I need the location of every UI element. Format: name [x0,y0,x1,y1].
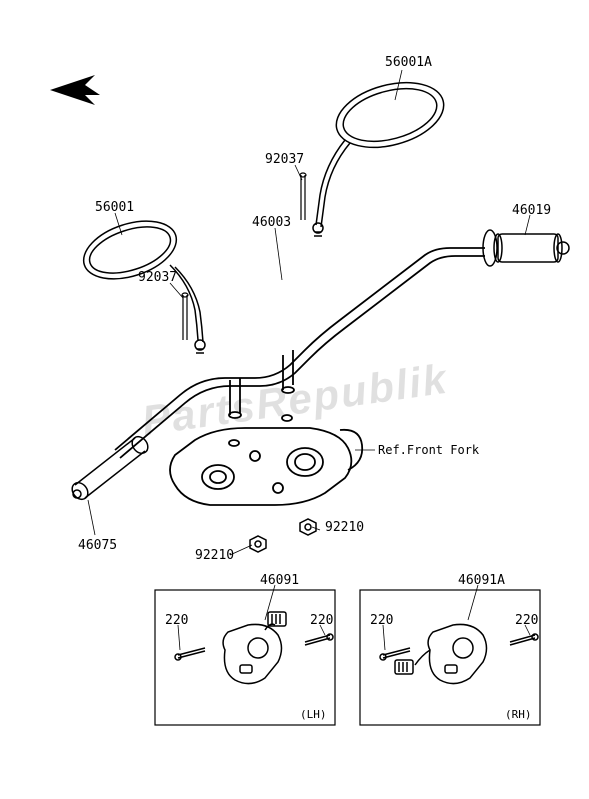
clamp-screw-left [182,293,188,340]
label-220-2: 220 [310,613,333,628]
label-46091A: 46091A [458,573,505,588]
arrow-indicator [50,75,100,105]
label-46091: 46091 [260,573,299,588]
label-46019: 46019 [512,203,551,218]
grip-right [483,230,569,266]
label-ref-front-fork: Ref.Front Fork [378,443,479,457]
label-rh: (RH) [505,708,532,721]
label-92037-2: 92037 [138,270,177,285]
label-46075: 46075 [78,538,117,553]
parts-diagram [0,0,589,799]
switch-housing-rh [380,624,538,683]
triple-clamp [170,428,362,505]
label-220-4: 220 [515,613,538,628]
label-92037-1: 92037 [265,152,304,167]
label-56001A: 56001A [385,55,432,70]
label-92210-1: 92210 [195,548,234,563]
nut-2 [300,519,316,535]
mirror-right [313,72,451,236]
label-92210-2: 92210 [325,520,364,535]
label-lh: (LH) [300,708,327,721]
label-220-1: 220 [165,613,188,628]
label-56001: 56001 [95,200,134,215]
label-220-3: 220 [370,613,393,628]
nut-1 [250,536,266,552]
label-46003: 46003 [252,215,291,230]
grip-left [69,434,151,503]
clamp-screw-right [300,173,306,220]
